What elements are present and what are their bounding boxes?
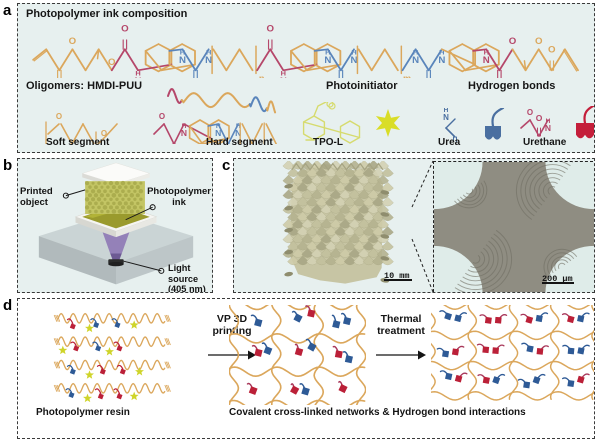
svg-text:O: O: [548, 45, 556, 55]
svg-text:N: N: [179, 55, 186, 65]
svg-text:O: O: [69, 36, 77, 46]
svg-text:n: n: [259, 73, 265, 78]
svg-text:N: N: [324, 55, 331, 65]
svg-text:H: H: [206, 49, 211, 57]
svg-text:O: O: [266, 24, 274, 34]
svg-text:O: O: [509, 36, 517, 46]
svg-text:O: O: [121, 24, 129, 34]
svg-text:m: m: [403, 73, 411, 78]
svg-text:O: O: [535, 36, 543, 46]
svg-text:N: N: [443, 113, 449, 122]
svg-text:O: O: [527, 108, 533, 117]
svg-text:H: H: [444, 108, 449, 114]
svg-text:H: H: [351, 49, 356, 57]
svg-text:N: N: [438, 55, 445, 65]
svg-text:H: H: [546, 118, 551, 125]
svg-text:N: N: [483, 55, 490, 65]
svg-text:O: O: [536, 113, 543, 123]
svg-text:O: O: [56, 112, 62, 121]
svg-text:O: O: [159, 112, 165, 121]
svg-text:N: N: [412, 55, 419, 65]
